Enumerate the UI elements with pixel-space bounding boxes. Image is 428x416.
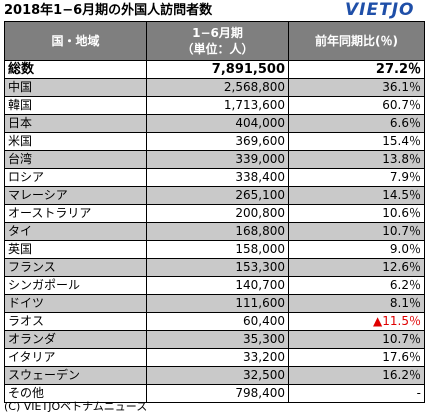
change-cell: 13.8％	[288, 150, 425, 169]
change-cell: 8.1％	[288, 294, 425, 313]
table-row: 中国 2,568,800 36.1％	[4, 78, 425, 97]
visitors-cell: 2,568,800	[146, 78, 289, 97]
table-row: その他 798,400-	[4, 384, 425, 403]
table-row: タイ 168,800 10.7％	[4, 222, 425, 241]
table-row: オーストラリア 200,800 10.6％	[4, 204, 425, 223]
table-row: ラオス 60,400 ▲11.5％	[4, 312, 425, 331]
column-header-period-line1: 1−6月期	[192, 26, 243, 40]
country-cell: 台湾	[4, 150, 147, 169]
visitors-cell: 60,400	[146, 312, 289, 331]
change-cell: -	[288, 384, 425, 403]
country-cell: オーストラリア	[4, 204, 147, 223]
table-row: 台湾 339,000 13.8％	[4, 150, 425, 169]
visitors-cell: 265,100	[146, 186, 289, 205]
change-cell: 15.4％	[288, 132, 425, 151]
change-cell: 6.6％	[288, 114, 425, 133]
change-cell: 16.2％	[288, 366, 425, 385]
table-row: 英国 158,000 9.0％	[4, 240, 425, 259]
change-cell: 17.6％	[288, 348, 425, 367]
visitors-cell: 158,000	[146, 240, 289, 259]
visitors-cell: 32,500	[146, 366, 289, 385]
visitors-cell: 168,800	[146, 222, 289, 241]
country-cell: シンガポール	[4, 276, 147, 295]
change-cell: 6.2％	[288, 276, 425, 295]
country-cell: その他	[4, 384, 147, 403]
visitors-cell: 200,800	[146, 204, 289, 223]
visitors-cell: 153,300	[146, 258, 289, 277]
country-cell: スウェーデン	[4, 366, 147, 385]
table-row: スウェーデン 32,500 16.2％	[4, 366, 425, 385]
total-value: 7,891,500	[146, 60, 289, 79]
visitors-cell: 33,200	[146, 348, 289, 367]
table-header-row: 国・地域 1−6月期 （単位：人） 前年同期比(％)	[4, 21, 425, 61]
visitors-cell: 798,400	[146, 384, 289, 403]
column-header-country: 国・地域	[4, 21, 147, 61]
visitor-table: 国・地域 1−6月期 （単位：人） 前年同期比(％) 総数 7,891,500 …	[4, 21, 425, 403]
page-title: 2018年1−6月期の外国人訪問者数	[4, 3, 213, 18]
country-cell: フランス	[4, 258, 147, 277]
visitors-cell: 35,300	[146, 330, 289, 349]
column-header-period-line2: （単位：人）	[181, 42, 254, 56]
visitors-cell: 338,400	[146, 168, 289, 187]
country-cell: 韓国	[4, 96, 147, 115]
visitors-cell: 369,600	[146, 132, 289, 151]
total-label: 総数	[4, 60, 147, 79]
change-cell: 36.1％	[288, 78, 425, 97]
change-cell: 9.0％	[288, 240, 425, 259]
country-cell: 米国	[4, 132, 147, 151]
table-row: ドイツ 111,600 8.1％	[4, 294, 425, 313]
country-cell: ラオス	[4, 312, 147, 331]
change-cell: 10.7％	[288, 330, 425, 349]
table-row: ロシア 338,400 7.9％	[4, 168, 425, 187]
country-cell: ロシア	[4, 168, 147, 187]
change-cell: 7.9％	[288, 168, 425, 187]
visitors-cell: 111,600	[146, 294, 289, 313]
total-row: 総数 7,891,500 27.2％	[4, 60, 425, 79]
change-cell: 60.7％	[288, 96, 425, 115]
table-row: 日本 404,000 6.6％	[4, 114, 425, 133]
table-row: シンガポール 140,700 6.2％	[4, 276, 425, 295]
visitors-cell: 404,000	[146, 114, 289, 133]
country-cell: タイ	[4, 222, 147, 241]
country-cell: イタリア	[4, 348, 147, 367]
country-cell: 英国	[4, 240, 147, 259]
vietjo-logo: VIETJO	[345, 0, 415, 20]
table-row: 韓国 1,713,600 60.7％	[4, 96, 425, 115]
copyright-credit: (C) VIETJOベトナムニュース	[4, 400, 148, 413]
visitors-cell: 1,713,600	[146, 96, 289, 115]
column-header-period: 1−6月期 （単位：人）	[146, 21, 289, 61]
change-cell: 10.7％	[288, 222, 425, 241]
country-cell: ドイツ	[4, 294, 147, 313]
country-cell: マレーシア	[4, 186, 147, 205]
table-row: イタリア 33,200 17.6％	[4, 348, 425, 367]
table-row: オランダ 35,300 10.7％	[4, 330, 425, 349]
country-cell: 日本	[4, 114, 147, 133]
change-cell: ▲11.5％	[288, 312, 425, 331]
visitors-cell: 339,000	[146, 150, 289, 169]
table-row: フランス 153,300 12.6％	[4, 258, 425, 277]
visitors-cell: 140,700	[146, 276, 289, 295]
total-change: 27.2％	[288, 60, 425, 79]
table-row: 米国 369,600 15.4％	[4, 132, 425, 151]
column-header-change: 前年同期比(％)	[288, 21, 425, 61]
country-cell: 中国	[4, 78, 147, 97]
country-cell: オランダ	[4, 330, 147, 349]
change-cell: 14.5％	[288, 186, 425, 205]
change-cell: 10.6％	[288, 204, 425, 223]
table-row: マレーシア 265,100 14.5％	[4, 186, 425, 205]
change-cell: 12.6％	[288, 258, 425, 277]
